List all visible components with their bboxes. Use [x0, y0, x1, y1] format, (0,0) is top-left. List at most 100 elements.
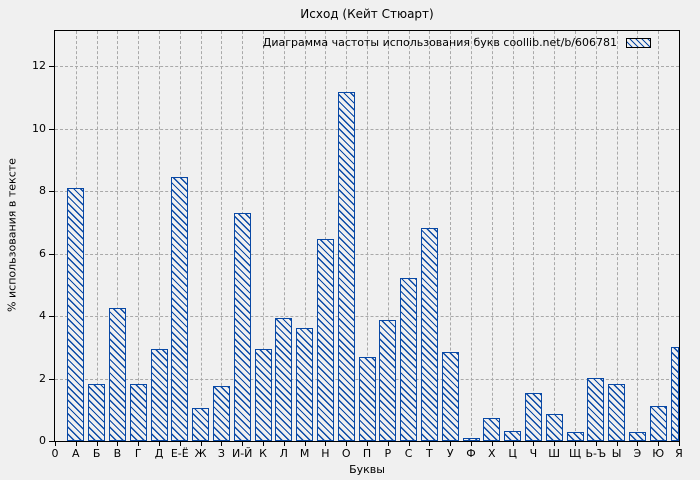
legend: Диаграмма частоты использования букв coo… — [263, 36, 651, 49]
y-tick-label: 8 — [39, 184, 46, 197]
x-tick-label: Я — [675, 447, 683, 460]
gridline-v — [616, 31, 618, 441]
x-tick-label: Л — [279, 447, 288, 460]
gridline-v — [450, 31, 452, 441]
gridline-v — [533, 31, 535, 441]
bar — [649, 405, 667, 441]
bar — [504, 430, 522, 441]
x-tick-mark — [179, 442, 181, 446]
gridline-v — [471, 31, 472, 441]
bar — [192, 407, 210, 441]
x-tick-mark — [263, 442, 264, 446]
chart-title: Исход (Кейт Стюарт) — [300, 7, 434, 21]
x-tick-label: А — [72, 447, 80, 460]
x-tick-mark — [554, 442, 556, 446]
gridline-v — [304, 31, 306, 441]
x-tick-label: Ф — [466, 447, 476, 460]
y-tick-mark — [49, 128, 54, 130]
x-tick-label: Щ — [568, 447, 582, 460]
y-tick-mark — [49, 316, 54, 317]
gridline-v — [325, 31, 327, 441]
x-tick-mark — [75, 442, 77, 446]
y-tick-label: 10 — [32, 121, 46, 135]
bar — [545, 414, 563, 441]
y-tick-label: 2 — [39, 371, 46, 385]
bar — [587, 377, 605, 441]
bar — [566, 431, 584, 441]
gridline-v — [512, 31, 514, 441]
x-tick-label: Ю — [652, 447, 665, 460]
bar — [670, 346, 679, 441]
gridline-v — [138, 31, 140, 441]
x-tick-label: 0 — [51, 447, 59, 460]
gridline-v — [117, 31, 119, 441]
x-tick-label: С — [404, 447, 413, 460]
x-tick-mark — [595, 442, 597, 446]
x-axis-label: Буквы — [349, 463, 385, 476]
x-tick-mark — [512, 442, 514, 446]
bar — [337, 92, 355, 441]
bar — [420, 228, 438, 441]
x-tick-mark — [325, 442, 327, 446]
gridline-v — [408, 31, 410, 441]
gridline-v — [96, 31, 98, 441]
x-tick-label: У — [446, 447, 454, 460]
bar — [275, 318, 293, 441]
y-axis-label: % использования в тексте — [5, 158, 19, 312]
bar — [483, 417, 501, 441]
bar — [462, 438, 480, 441]
gridline-v — [575, 31, 576, 441]
x-tick-mark — [637, 442, 639, 446]
x-tick-label: И-Й — [231, 447, 253, 460]
gridline-v — [491, 31, 493, 441]
x-tick-label: Р — [384, 447, 392, 460]
gridline-v — [283, 31, 285, 441]
gridline-v — [263, 31, 264, 441]
x-tick-label: Ж — [194, 447, 207, 460]
bar — [88, 383, 106, 441]
x-tick-label: О — [341, 447, 351, 460]
bar — [129, 383, 147, 441]
x-tick-label: К — [259, 447, 267, 460]
x-tick-mark — [616, 442, 618, 446]
x-tick-mark — [96, 442, 98, 446]
bar — [212, 386, 230, 441]
bar — [358, 356, 376, 441]
bar — [108, 307, 126, 441]
x-tick-label: Ы — [611, 447, 622, 460]
bar — [524, 392, 542, 441]
x-tick-label: Э — [633, 447, 642, 460]
x-tick-label: Ч — [529, 447, 538, 460]
bar — [400, 278, 418, 441]
x-tick-label: Х — [488, 447, 496, 460]
x-tick-mark — [304, 442, 306, 446]
x-tick-label: П — [362, 447, 372, 460]
y-tick-mark — [49, 191, 54, 192]
bar — [608, 384, 626, 441]
gridline-v — [221, 31, 223, 441]
bar — [67, 187, 85, 441]
x-tick-mark — [159, 442, 160, 446]
gridline-v — [159, 31, 160, 441]
x-tick-label: Ь-Ъ — [585, 447, 607, 460]
y-tick-label: 12 — [32, 59, 46, 72]
x-tick-mark — [200, 442, 202, 446]
x-tick-label: Т — [426, 447, 433, 460]
x-tick-label: М — [299, 447, 310, 460]
bar — [441, 352, 459, 441]
bar — [171, 176, 189, 441]
x-tick-mark — [138, 442, 140, 446]
x-tick-mark — [679, 442, 680, 446]
x-tick-mark — [221, 442, 223, 446]
y-tick-label: 0 — [39, 434, 46, 447]
y-tick-mark — [49, 66, 54, 67]
gridline-v — [367, 31, 368, 441]
x-tick-mark — [429, 442, 431, 446]
x-tick-mark — [117, 442, 119, 446]
x-tick-mark — [242, 442, 244, 446]
x-tick-mark — [408, 442, 410, 446]
x-tick-mark — [471, 442, 472, 446]
y-tick-label: 4 — [39, 309, 46, 322]
x-tick-mark — [533, 442, 535, 446]
x-tick-label: В — [113, 447, 122, 460]
